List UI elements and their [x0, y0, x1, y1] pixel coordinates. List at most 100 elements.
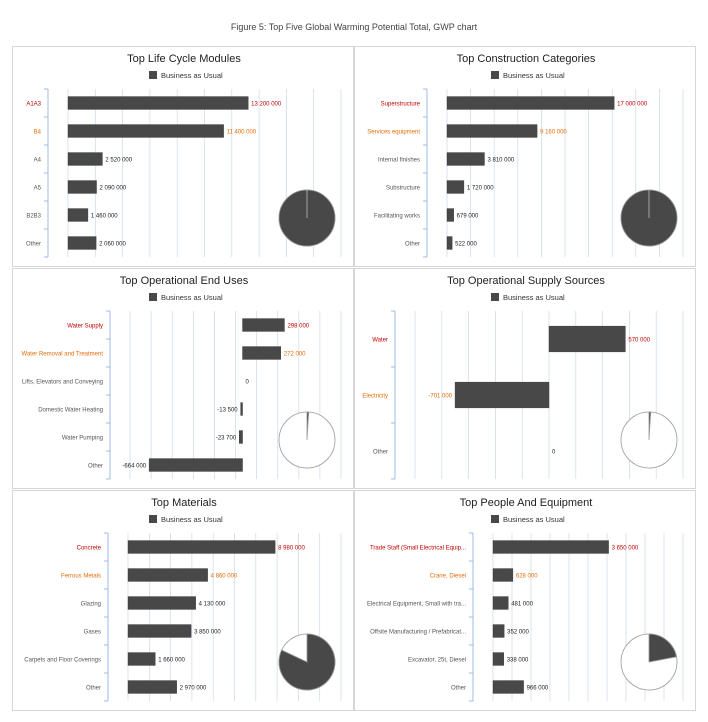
- bar[interactable]: [492, 568, 514, 582]
- category-label: Substructure: [386, 186, 421, 192]
- data-label: 2 970 000: [180, 686, 207, 692]
- data-label: 3 650 000: [612, 546, 639, 552]
- chart-panel: Top Life Cycle Modules Business as Usual A…: [12, 46, 354, 267]
- category-label: A5: [34, 186, 42, 192]
- category-label: Electrical Equipment, Small with tra...: [367, 602, 466, 608]
- chart-svg: Top Operational End Uses Business as Usua…: [22, 275, 342, 480]
- data-label: 11 400 000: [227, 130, 257, 136]
- pie-slice: [648, 633, 677, 663]
- bar[interactable]: [446, 96, 615, 110]
- chart-legend: Business as Usual: [491, 515, 565, 524]
- category-label: Concrete: [77, 546, 102, 552]
- data-label: 3 850 000: [194, 630, 221, 636]
- category-label: Excavator, 25t, Diesel: [408, 658, 466, 664]
- category-label: Offsite Manufacturing / Prefabricat...: [370, 630, 466, 636]
- chart-panel: Top Operational End Uses Business as Usua…: [12, 268, 354, 489]
- data-label: 1 460 000: [91, 214, 118, 220]
- bar[interactable]: [127, 568, 208, 582]
- bar[interactable]: [492, 680, 524, 694]
- chart-title: Top Construction Categories: [457, 53, 596, 65]
- legend-label: Business as Usual: [161, 515, 223, 524]
- data-label: 0: [246, 380, 250, 386]
- pie-slice: [278, 633, 336, 691]
- bar[interactable]: [67, 180, 97, 194]
- category-label: Carpets and Floor Coverings: [24, 658, 101, 664]
- bar[interactable]: [492, 540, 609, 554]
- chart-panel: Top Construction Categories Business as U…: [354, 46, 696, 267]
- data-label: 522 000: [455, 242, 477, 248]
- bar[interactable]: [67, 152, 103, 166]
- bar[interactable]: [446, 152, 485, 166]
- chart-legend: Business as Usual: [149, 71, 223, 80]
- bar[interactable]: [454, 381, 550, 409]
- data-label: 570 000: [628, 338, 650, 344]
- bar[interactable]: [242, 318, 285, 332]
- data-label: 1 660 000: [158, 658, 185, 664]
- bar[interactable]: [67, 208, 89, 222]
- bar[interactable]: [148, 458, 243, 472]
- data-label: 17 000 000: [617, 102, 648, 108]
- bar[interactable]: [127, 624, 192, 638]
- data-label: 481 000: [511, 602, 533, 608]
- pie-chart: [278, 411, 336, 469]
- chart-title: Top Life Cycle Modules: [127, 53, 241, 65]
- bar[interactable]: [446, 124, 538, 138]
- chart-legend: Business as Usual: [491, 293, 565, 302]
- chart-svg: Top Materials Business as Usual Concrete 8 …: [24, 497, 342, 702]
- category-label: Trade Staff (Small Electrical Equip...: [370, 546, 466, 552]
- bar[interactable]: [127, 652, 156, 666]
- category-label: Other: [26, 242, 41, 248]
- chart-title: Top Operational End Uses: [120, 275, 249, 287]
- bar[interactable]: [446, 236, 453, 250]
- bar[interactable]: [548, 325, 626, 353]
- legend-label: Business as Usual: [503, 293, 565, 302]
- data-label: 3 810 000: [487, 158, 514, 164]
- chart-panel: Top Materials Business as Usual Concrete 8 …: [12, 490, 354, 711]
- category-label: Electricity: [362, 394, 388, 400]
- chart-legend: Business as Usual: [149, 515, 223, 524]
- legend-swatch: [491, 515, 499, 523]
- bar[interactable]: [127, 680, 177, 694]
- legend-label: Business as Usual: [161, 293, 223, 302]
- legend-swatch: [491, 293, 499, 301]
- category-label: Services equipment: [367, 130, 420, 136]
- category-label: B4: [34, 130, 42, 136]
- figure-title: Figure 5: Top Five Global Warming Potent…: [230, 22, 478, 32]
- pie-chart: [620, 633, 678, 691]
- category-label: Water: [372, 338, 388, 344]
- category-label: Glazing: [81, 602, 101, 608]
- chart-legend: Business as Usual: [491, 71, 565, 80]
- category-label: Water Supply: [67, 324, 103, 330]
- data-label: 679 000: [457, 214, 479, 220]
- data-label: -23 700: [216, 436, 237, 442]
- bar[interactable]: [67, 124, 224, 138]
- bar[interactable]: [242, 346, 281, 360]
- bar[interactable]: [446, 180, 465, 194]
- bar[interactable]: [446, 208, 454, 222]
- data-label: 2 090 000: [100, 186, 127, 192]
- bar[interactable]: [492, 652, 504, 666]
- data-label: 0: [552, 450, 556, 456]
- bar[interactable]: [492, 624, 505, 638]
- bar[interactable]: [238, 430, 243, 444]
- bar[interactable]: [127, 540, 276, 554]
- data-label: 628 000: [516, 574, 538, 580]
- bar[interactable]: [492, 596, 509, 610]
- category-label: Internal finishes: [378, 158, 420, 164]
- legend-swatch: [149, 71, 157, 79]
- bar[interactable]: [67, 96, 249, 110]
- category-label: Water Removal and Treatment: [22, 352, 104, 358]
- bar[interactable]: [127, 596, 196, 610]
- data-label: 272 000: [284, 352, 306, 358]
- chart-title: Top Materials: [151, 497, 217, 509]
- chart-title: Top Operational Supply Sources: [447, 275, 605, 287]
- category-label: Facilitating works: [374, 214, 420, 220]
- bar[interactable]: [240, 402, 243, 416]
- category-label: Water Pumping: [62, 436, 103, 442]
- category-label: A1A3: [26, 102, 41, 108]
- data-label: 4 130 000: [199, 602, 226, 608]
- chart-title: Top People And Equipment: [460, 497, 593, 509]
- legend-label: Business as Usual: [161, 71, 223, 80]
- legend-swatch: [149, 515, 157, 523]
- bar[interactable]: [67, 236, 97, 250]
